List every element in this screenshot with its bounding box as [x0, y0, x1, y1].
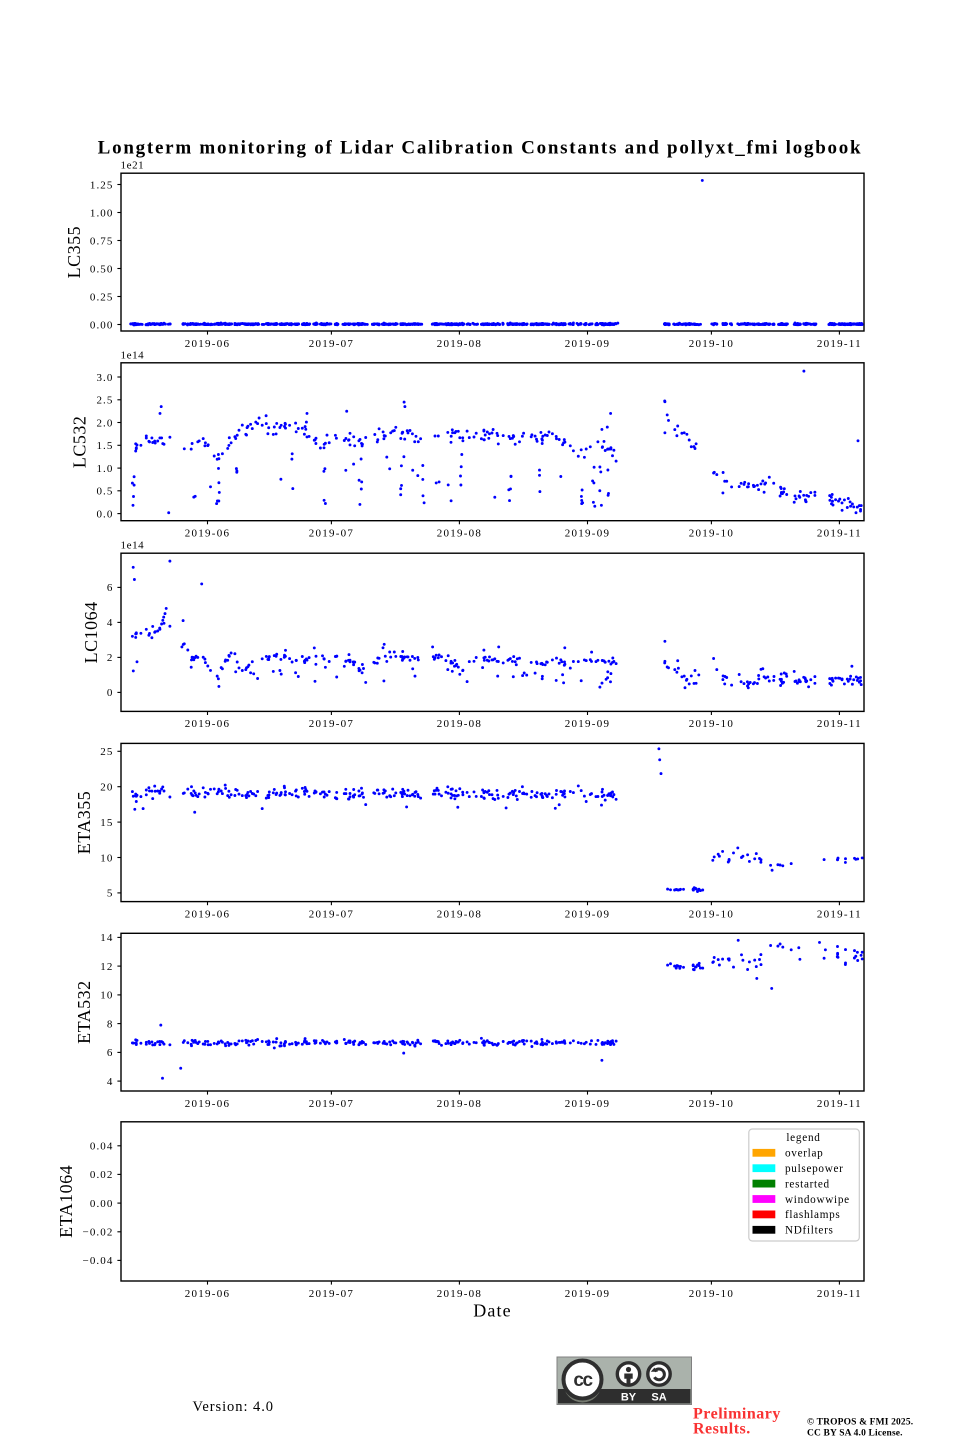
- svg-text:2019-11: 2019-11: [817, 718, 862, 730]
- svg-text:4: 4: [107, 617, 114, 629]
- svg-text:restarted: restarted: [785, 1178, 830, 1190]
- svg-text:SA: SA: [651, 1392, 666, 1404]
- svg-text:2019-11: 2019-11: [817, 908, 862, 920]
- svg-text:2019-07: 2019-07: [309, 908, 354, 920]
- svg-text:0.50: 0.50: [90, 263, 114, 275]
- svg-text:pulsepower: pulsepower: [785, 1163, 844, 1175]
- svg-text:1.0: 1.0: [96, 463, 113, 475]
- svg-text:0.0: 0.0: [96, 508, 113, 520]
- svg-text:2019-09: 2019-09: [565, 1288, 610, 1300]
- svg-text:2019-08: 2019-08: [437, 908, 482, 920]
- svg-text:2.0: 2.0: [96, 417, 113, 429]
- svg-text:6: 6: [107, 1047, 114, 1059]
- svg-text:2019-08: 2019-08: [437, 1288, 482, 1300]
- svg-text:Version: 4.0: Version: 4.0: [193, 1399, 274, 1415]
- svg-text:2019-09: 2019-09: [565, 718, 610, 730]
- svg-text:2019-10: 2019-10: [689, 1288, 734, 1300]
- svg-text:© TROPOS & FMI 2025.: © TROPOS & FMI 2025.: [807, 1417, 913, 1428]
- svg-text:6: 6: [107, 582, 114, 594]
- svg-text:2019-10: 2019-10: [689, 908, 734, 920]
- svg-text:1e14: 1e14: [121, 540, 145, 552]
- svg-text:25: 25: [100, 746, 113, 758]
- svg-text:2019-06: 2019-06: [185, 718, 230, 730]
- svg-text:windowwipe: windowwipe: [785, 1194, 850, 1206]
- svg-text:LC532: LC532: [70, 416, 90, 469]
- svg-text:1e21: 1e21: [121, 160, 145, 172]
- svg-text:2019-07: 2019-07: [309, 1288, 354, 1300]
- svg-text:4: 4: [107, 1076, 114, 1088]
- svg-text:legend: legend: [786, 1132, 820, 1144]
- svg-text:2019-08: 2019-08: [437, 718, 482, 730]
- svg-text:flashlamps: flashlamps: [785, 1209, 840, 1221]
- svg-text:ETA532: ETA532: [74, 980, 94, 1044]
- svg-text:0.00: 0.00: [90, 1198, 114, 1210]
- svg-text:12: 12: [100, 961, 113, 973]
- svg-text:2019-06: 2019-06: [185, 338, 230, 350]
- svg-text:3.0: 3.0: [96, 372, 113, 384]
- svg-text:2019-07: 2019-07: [309, 338, 354, 350]
- svg-text:0.75: 0.75: [90, 235, 114, 247]
- svg-text:ETA355: ETA355: [74, 791, 94, 855]
- svg-text:2019-08: 2019-08: [437, 528, 482, 540]
- svg-text:1e14: 1e14: [121, 349, 145, 361]
- svg-text:14: 14: [100, 932, 113, 944]
- svg-text:2019-07: 2019-07: [309, 528, 354, 540]
- svg-text:2019-10: 2019-10: [689, 528, 734, 540]
- svg-text:2019-07: 2019-07: [309, 1098, 354, 1110]
- svg-text:2.5: 2.5: [96, 395, 113, 407]
- svg-text:2019-06: 2019-06: [185, 528, 230, 540]
- svg-text:2019-10: 2019-10: [689, 1098, 734, 1110]
- svg-text:1.25: 1.25: [90, 179, 114, 191]
- svg-text:8: 8: [107, 1018, 114, 1030]
- svg-text:2019-09: 2019-09: [565, 908, 610, 920]
- svg-text:2019-11: 2019-11: [817, 338, 862, 350]
- svg-text:cc: cc: [573, 1370, 593, 1391]
- svg-text:0: 0: [107, 687, 114, 699]
- svg-text:2019-10: 2019-10: [689, 338, 734, 350]
- svg-text:2019-06: 2019-06: [185, 908, 230, 920]
- svg-text:2019-07: 2019-07: [309, 718, 354, 730]
- svg-text:2019-10: 2019-10: [689, 718, 734, 730]
- svg-text:0.25: 0.25: [90, 291, 114, 303]
- svg-text:Longterm monitoring of Lidar C: Longterm monitoring of Lidar Calibration…: [98, 138, 863, 159]
- svg-text:2019-11: 2019-11: [817, 1288, 862, 1300]
- svg-text:NDfilters: NDfilters: [785, 1225, 834, 1237]
- svg-text:2019-06: 2019-06: [185, 1098, 230, 1110]
- svg-text:20: 20: [100, 782, 113, 794]
- svg-text:BY: BY: [621, 1392, 637, 1404]
- svg-text:1.5: 1.5: [96, 440, 113, 452]
- svg-text:0.00: 0.00: [90, 319, 114, 331]
- svg-text:10: 10: [100, 852, 113, 864]
- svg-text:2019-09: 2019-09: [565, 338, 610, 350]
- svg-text:−0.04: −0.04: [83, 1255, 114, 1267]
- svg-text:2019-11: 2019-11: [817, 1098, 862, 1110]
- svg-text:2019-09: 2019-09: [565, 528, 610, 540]
- svg-text:2019-09: 2019-09: [565, 1098, 610, 1110]
- svg-text:2: 2: [107, 652, 114, 664]
- svg-text:5: 5: [107, 888, 114, 900]
- svg-text:2019-06: 2019-06: [185, 1288, 230, 1300]
- svg-text:LC355: LC355: [64, 226, 84, 279]
- svg-text:Results.: Results.: [693, 1421, 751, 1438]
- svg-text:2019-08: 2019-08: [437, 338, 482, 350]
- svg-text:10: 10: [100, 990, 113, 1002]
- svg-text:2019-11: 2019-11: [817, 528, 862, 540]
- svg-text:−0.02: −0.02: [83, 1227, 114, 1239]
- svg-text:Date: Date: [473, 1301, 512, 1321]
- svg-text:0.02: 0.02: [90, 1169, 114, 1181]
- svg-text:overlap: overlap: [785, 1148, 823, 1160]
- svg-text:2019-08: 2019-08: [437, 1098, 482, 1110]
- svg-text:Preliminary: Preliminary: [693, 1406, 781, 1423]
- svg-text:ETA1064: ETA1064: [56, 1165, 76, 1238]
- svg-text:0.04: 0.04: [90, 1141, 114, 1153]
- svg-text:0.5: 0.5: [96, 486, 113, 498]
- svg-text:1.00: 1.00: [90, 207, 114, 219]
- svg-text:CC BY SA 4.0 License.: CC BY SA 4.0 License.: [807, 1429, 903, 1439]
- svg-text:15: 15: [100, 817, 113, 829]
- svg-text:LC1064: LC1064: [81, 601, 101, 663]
